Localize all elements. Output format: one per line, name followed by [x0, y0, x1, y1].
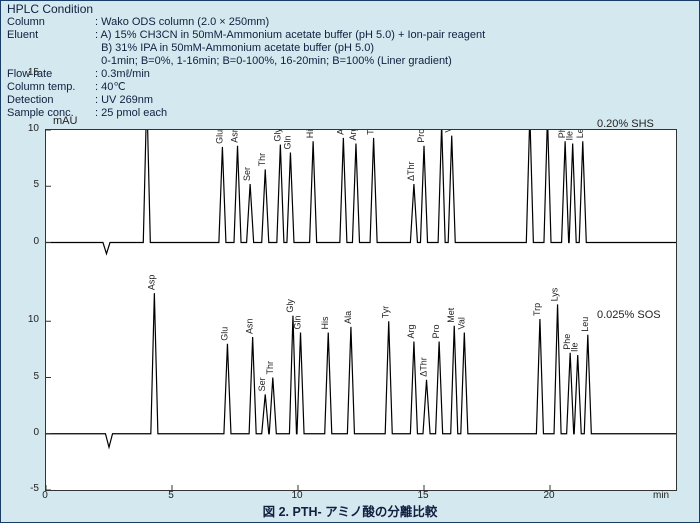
condition-row: Column: Wako ODS column (2.0 × 250mm): [7, 16, 485, 29]
condition-row: B) 31% IPA in 50mM-Ammonium acetate buff…: [7, 42, 485, 55]
peak-label: His: [320, 316, 330, 329]
peak-label: Arg: [406, 324, 416, 338]
peak-label: Ser: [242, 167, 252, 181]
peak-label: Glu: [219, 327, 229, 341]
figure-caption: 図 2. PTH- アミノ酸の分離比較: [1, 501, 699, 520]
condition-row: 0-1min; B=0%, 1-16min; B=0-100%, 16-20mi…: [7, 55, 485, 68]
peak-label: Ile: [565, 131, 575, 141]
peak-label: Asp: [146, 275, 156, 291]
peak-label: Thr: [257, 153, 267, 167]
y-tick: 10: [5, 123, 39, 134]
x-tick: 5: [168, 490, 174, 501]
peak-label: Trp: [532, 303, 542, 316]
peak-label: Ile: [570, 342, 580, 352]
peak-label: Lys: [550, 287, 560, 301]
y-axis-label: mAU: [53, 115, 77, 127]
peak-label: Ser: [257, 377, 267, 391]
chart-area: AspGluAsnSerThrGlyGlnHisAlaArgTyrΔThrPro…: [45, 129, 677, 491]
y-tick: 0: [5, 236, 39, 247]
x-tick: 0: [42, 490, 48, 501]
condition-row: Flow rate: 0.3mℓ/min: [7, 68, 485, 81]
peak-label: Thr: [265, 361, 275, 375]
series-label: 0.20% SHS: [597, 118, 654, 130]
y-tick: 5: [5, 371, 39, 382]
x-tick: 15: [417, 490, 428, 501]
peak-label: ΔThr: [406, 161, 416, 181]
peak-label: Leu: [575, 130, 585, 138]
peak-label: ΔThr: [419, 357, 429, 377]
y-tick: 0: [5, 427, 39, 438]
peak-label: Pro: [416, 130, 426, 143]
peak-label: Met: [446, 307, 456, 323]
peak-label: Asn: [230, 130, 240, 143]
peak-label: Asn: [245, 318, 255, 334]
peak-label: Pro: [431, 324, 441, 338]
peak-label: Val: [444, 130, 454, 133]
condition-row: Sample conc.: 25 pmol each: [7, 107, 485, 120]
y-tick: 15: [5, 67, 39, 78]
condition-row: Eluent: A) 15% CH3CN in 50mM-Ammonium ac…: [7, 29, 485, 42]
condition-row: Column temp.: 40℃: [7, 81, 485, 94]
peak-label: Tyr: [366, 130, 376, 135]
figure-panel: HPLC ConditionColumn: Wako ODS column (2…: [0, 0, 700, 523]
series-label: 0.025% SOS: [597, 309, 661, 321]
peak-label: Tyr: [381, 306, 391, 319]
chromatogram-trace: [46, 293, 676, 447]
peak-label: Glu: [214, 130, 224, 144]
x-tick: 20: [543, 490, 554, 501]
chromatogram-trace: [46, 130, 676, 254]
x-tick: 10: [291, 490, 302, 501]
peak-label: Arg: [348, 130, 358, 141]
peak-label: Gly: [285, 299, 295, 313]
x-axis-unit: min: [653, 490, 669, 501]
peak-label: Val: [456, 317, 466, 329]
peak-label: His: [305, 130, 315, 138]
peak-label: Gly: [272, 130, 282, 142]
condition-row: Detection: UV 269nm: [7, 94, 485, 107]
peak-label: Ala: [335, 130, 345, 135]
hplc-conditions: HPLC ConditionColumn: Wako ODS column (2…: [7, 3, 485, 120]
chromatogram-svg: AspGluAsnSerThrGlyGlnHisAlaArgTyrΔThrPro…: [46, 130, 676, 490]
y-tick: 10: [5, 314, 39, 325]
peak-label: Ala: [343, 311, 353, 324]
peak-label: Gln: [282, 135, 292, 149]
y-tick: -5: [5, 483, 39, 494]
y-tick: 5: [5, 179, 39, 190]
peak-label: Gln: [293, 315, 303, 329]
conditions-title: HPLC Condition: [7, 3, 485, 16]
peak-label: Leu: [580, 317, 590, 332]
